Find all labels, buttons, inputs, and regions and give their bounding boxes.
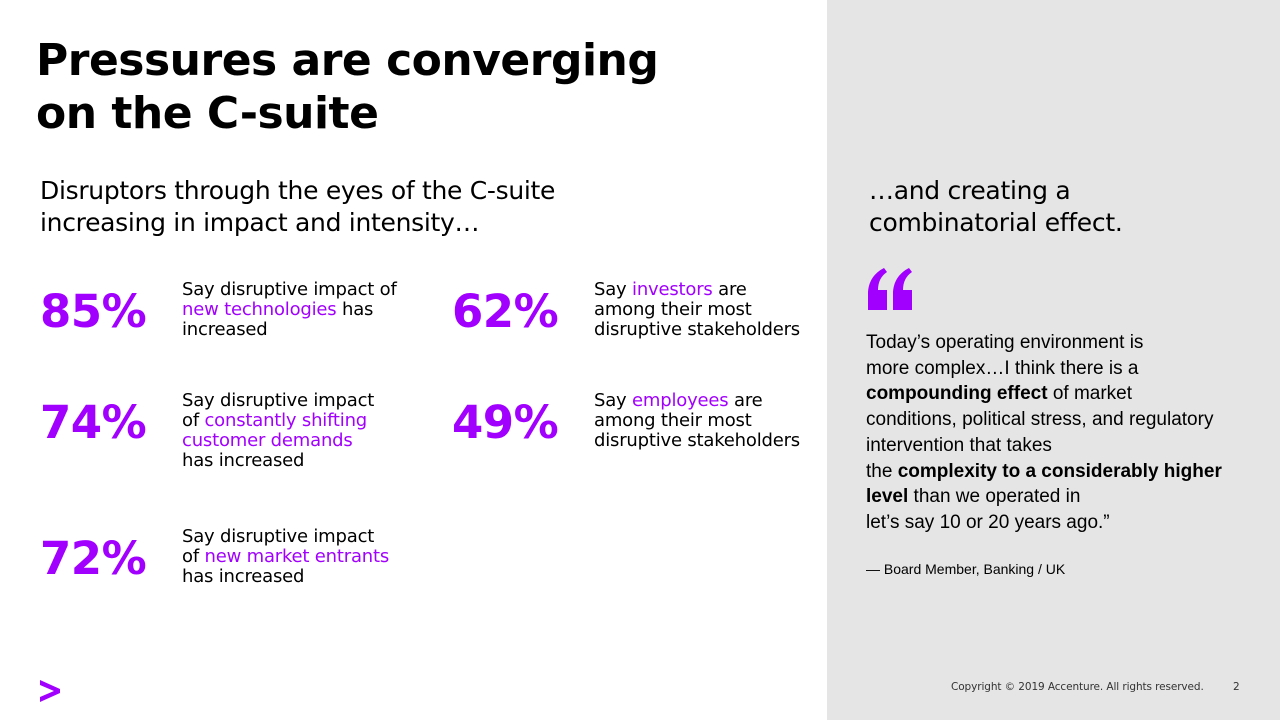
quote-emphasis: complexity to a considerably higher — [897, 460, 1222, 482]
quote-line: let’s say 10 or 20 years ago.” — [866, 511, 1110, 533]
accenture-chevron-icon — [40, 680, 60, 702]
footer-copyright: Copyright © 2019 Accenture. All rights r… — [951, 681, 1204, 693]
slide-title: Pressures are converging on the C-suite — [36, 35, 659, 139]
stat-percent: 74% — [40, 396, 147, 449]
stat-highlight: new market entrants — [204, 546, 390, 567]
stat-text: Say disruptive impact of — [182, 526, 375, 567]
left-subtitle: Disruptors through the eyes of the C-sui… — [40, 176, 556, 237]
stat-text: are among their most disruptive stakehol… — [594, 390, 800, 451]
stat-description: Say disruptive impact of constantly shif… — [182, 390, 375, 472]
stat-text: has increased — [182, 566, 305, 587]
stat-description: Say disruptive impact of new technologie… — [182, 280, 397, 340]
stat-customer-demands: 74% Say disruptive impact of constantly … — [40, 390, 375, 472]
quote-fragment: the — [866, 460, 898, 482]
quote-line: conditions, political stress, and regula… — [866, 409, 1214, 431]
stat-market-entrants: 72% Say disruptive impact of new market … — [40, 526, 390, 588]
right-heading: …and creating a combinatorial effect. — [869, 176, 1123, 237]
quote-line: level than we operated in — [866, 484, 1246, 510]
stat-text: Say — [594, 390, 633, 411]
stat-description: Say disruptive impact of new market entr… — [182, 526, 390, 588]
quote-text: Today’s operating environment is more co… — [866, 330, 1246, 536]
quote-emphasis: level — [866, 486, 909, 508]
stat-highlight: investors — [632, 279, 713, 300]
page-number: 2 — [1233, 681, 1240, 693]
right-panel — [827, 0, 1280, 720]
stat-investors: 62% Say investors are among their most d… — [452, 280, 800, 340]
stat-highlight: new technologies — [182, 299, 337, 320]
stat-employees: 49% Say employees are among their most d… — [452, 391, 800, 451]
stat-text: are among their most disruptive stakehol… — [594, 279, 800, 340]
quote-line: Today’s operating environment is — [866, 332, 1144, 353]
quote-line: more complex…I think there is a — [866, 357, 1139, 379]
stat-text: Say — [594, 279, 633, 300]
quote-fragment: of market — [1047, 383, 1133, 405]
stat-description: Say investors are among their most disru… — [594, 280, 800, 340]
quote-emphasis: compounding effect — [866, 383, 1048, 405]
stat-text: has increased — [182, 299, 374, 340]
stat-percent: 72% — [40, 532, 147, 585]
stat-percent: 62% — [452, 285, 559, 338]
stat-highlight: constantly shifting customer demands — [182, 410, 368, 451]
stat-highlight: employees — [632, 390, 729, 411]
stat-text: Say disruptive impact of — [182, 279, 397, 300]
stat-new-technologies: 85% Say disruptive impact of new technol… — [40, 280, 397, 340]
stat-description: Say employees are among their most disru… — [594, 391, 800, 451]
quote-fragment: than we operated in — [908, 486, 1081, 508]
quote-line: the complexity to a considerably higher — [866, 459, 1246, 485]
quote-line: intervention that takes — [866, 434, 1052, 456]
quote-mark-icon — [868, 268, 912, 310]
stat-percent: 85% — [40, 285, 147, 338]
quote-attribution: — Board Member, Banking / UK — [866, 561, 1066, 577]
stat-percent: 49% — [452, 396, 559, 449]
stat-text: has increased — [182, 450, 305, 471]
quote-line: compounding effect of market — [866, 381, 1246, 407]
stat-text: Say disruptive impact of — [182, 390, 375, 431]
